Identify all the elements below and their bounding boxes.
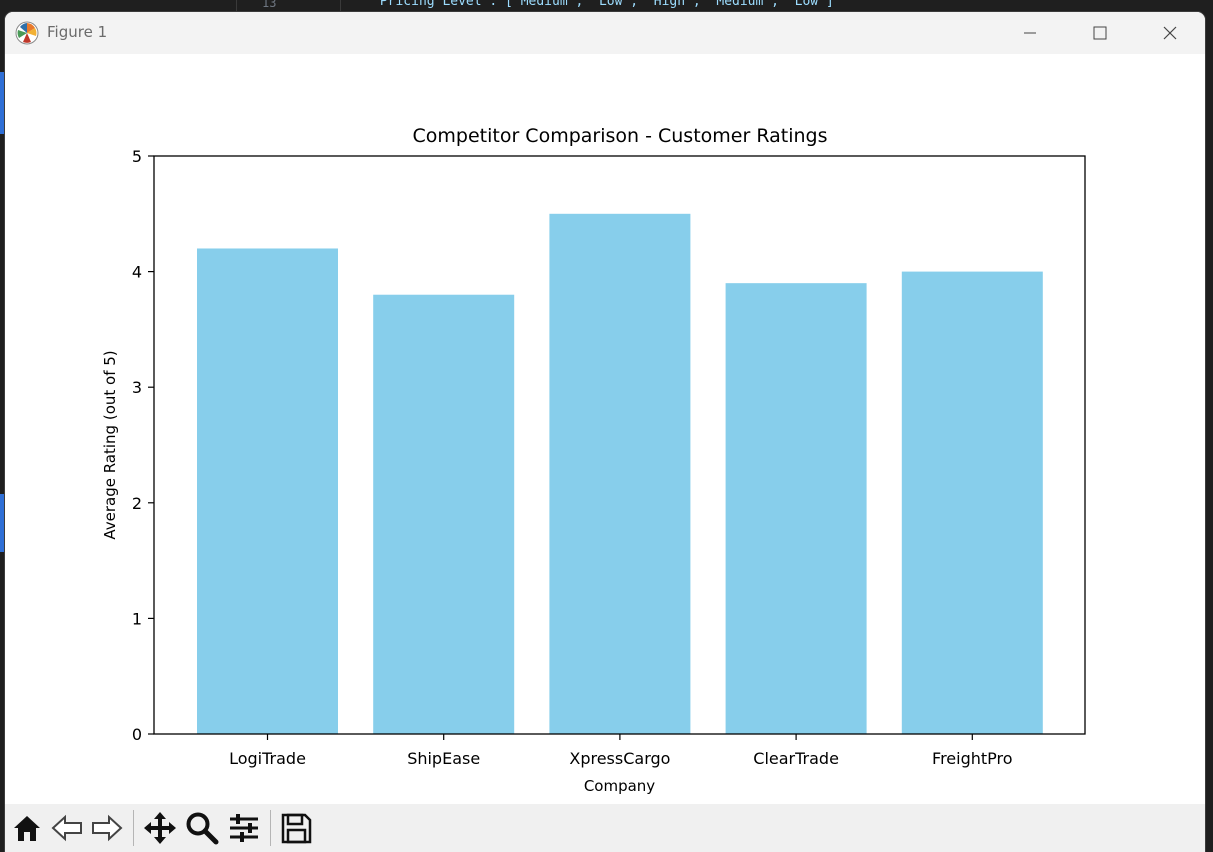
pan-button[interactable] <box>140 808 180 848</box>
home-button[interactable] <box>7 808 47 848</box>
y-tick-label: 4 <box>132 263 142 282</box>
code-line: "Pricing Level": ["Medium", "Low", "High… <box>372 0 834 9</box>
matplotlib-icon <box>15 21 39 45</box>
x-tick-label: FreightPro <box>932 749 1013 768</box>
maximize-button[interactable] <box>1065 12 1135 54</box>
bar-logitrade <box>197 248 338 735</box>
minimize-button[interactable] <box>995 12 1065 54</box>
maximize-icon <box>1093 26 1107 40</box>
x-tick-label: ShipEase <box>407 749 480 768</box>
x-tick-label: XpressCargo <box>569 749 670 768</box>
figure-canvas[interactable]: Competitor Comparison - Customer Ratings… <box>5 54 1205 804</box>
figure-window: Figure 1 Competitor Comparison - Custome… <box>5 12 1205 852</box>
toolbar-separator <box>270 810 271 846</box>
close-button[interactable] <box>1135 12 1205 54</box>
x-axis-label: Company <box>584 777 655 795</box>
bar-shipease <box>373 294 515 734</box>
minimize-icon <box>1024 32 1036 34</box>
chart-title: Competitor Comparison - Customer Ratings <box>413 125 828 147</box>
y-tick-label: 1 <box>132 609 142 628</box>
bar-xpresscargo <box>549 213 691 735</box>
navigation-toolbar <box>5 804 1205 852</box>
y-tick-label: 3 <box>132 378 142 397</box>
window-title: Figure 1 <box>47 23 108 41</box>
editor-accent <box>0 494 5 552</box>
bar-freightpro <box>901 271 1043 734</box>
back-button[interactable] <box>47 808 87 848</box>
zoom-icon <box>186 812 219 845</box>
title-bar[interactable]: Figure 1 <box>5 12 1205 54</box>
configure-subplots-icon <box>230 814 258 842</box>
bar-cleartrade <box>725 283 867 734</box>
close-icon <box>1163 26 1177 40</box>
editor-accent <box>0 72 5 134</box>
save-button[interactable] <box>276 808 316 848</box>
gutter-divider <box>340 0 341 12</box>
line-number: 13 <box>262 0 277 10</box>
y-tick-label: 0 <box>132 725 142 744</box>
zoom-button[interactable] <box>182 808 222 848</box>
home-icon <box>14 816 40 841</box>
forward-icon <box>92 814 123 842</box>
y-tick-label: 2 <box>132 494 142 513</box>
forward-button[interactable] <box>87 808 127 848</box>
y-tick-label: 5 <box>132 147 142 166</box>
bar-chart: Competitor Comparison - Customer Ratings… <box>101 125 1086 795</box>
x-tick-label: LogiTrade <box>229 749 306 768</box>
gutter-divider <box>236 0 237 12</box>
configure-subplots-button[interactable] <box>224 808 264 848</box>
y-axis-label: Average Rating (out of 5) <box>101 350 119 539</box>
back-icon <box>51 814 82 842</box>
toolbar-separator <box>133 810 134 846</box>
pan-icon <box>144 812 176 844</box>
save-icon <box>281 813 312 844</box>
x-tick-label: ClearTrade <box>753 749 839 768</box>
